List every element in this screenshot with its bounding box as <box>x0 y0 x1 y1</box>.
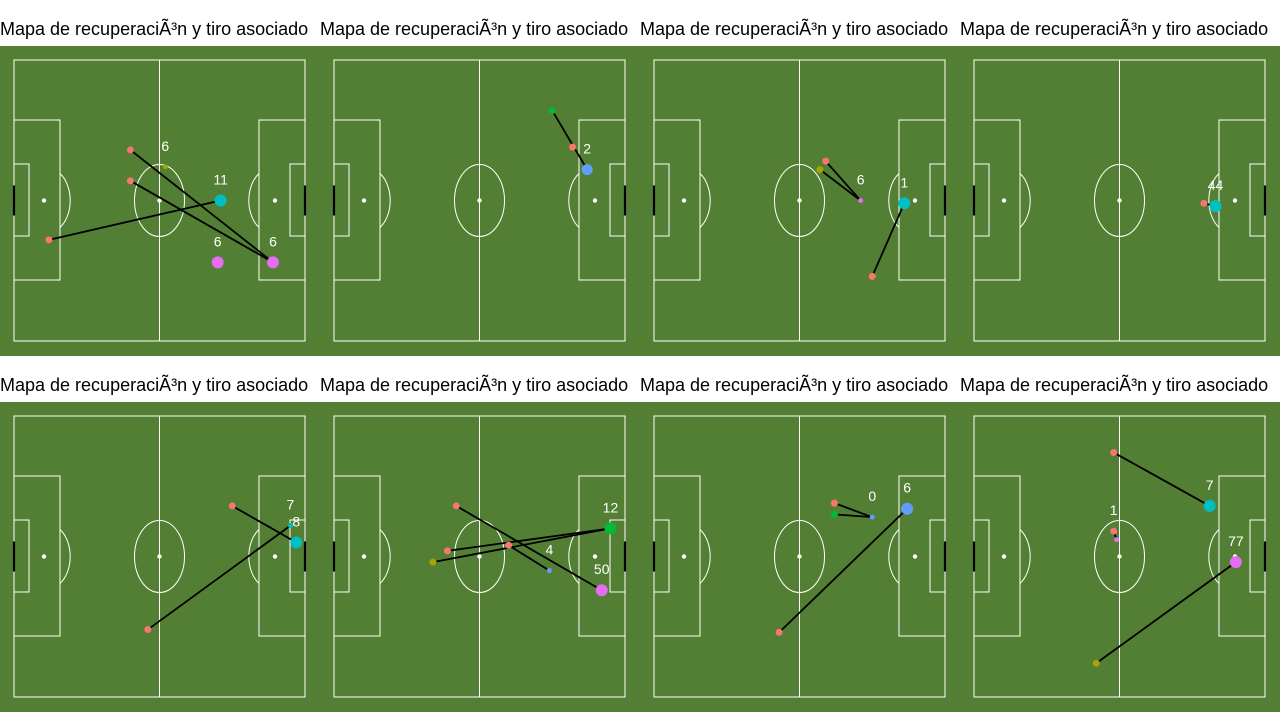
pitch-markings <box>652 59 947 342</box>
data-point <box>452 502 460 510</box>
chart-title: Mapa de recuperaciÃ³n y tiro asociado <box>320 19 629 39</box>
point-label: 6 <box>857 172 865 188</box>
pitch-chart: 87 <box>0 402 320 712</box>
recovery-to-shot-line <box>48 199 221 241</box>
recovery-to-shot-line <box>1095 561 1237 665</box>
data-point <box>858 198 864 203</box>
recovery-to-shot-line <box>447 527 611 552</box>
point-label: 6 <box>269 233 277 249</box>
data-point <box>505 541 513 549</box>
point-label: 77 <box>1228 533 1244 549</box>
pitch-markings <box>332 59 627 342</box>
data-point <box>214 194 227 207</box>
pitch-markings <box>972 59 1267 342</box>
data-point <box>429 558 437 566</box>
data-point <box>211 256 224 269</box>
point-label: 6 <box>214 233 222 249</box>
data-point <box>443 547 451 555</box>
point-label: 7 <box>1206 477 1214 493</box>
data-point <box>548 107 556 115</box>
data-point <box>1110 449 1118 457</box>
data-point <box>1092 659 1100 667</box>
data-point <box>1114 537 1120 543</box>
data-point <box>266 256 279 269</box>
point-label: 50 <box>594 561 610 577</box>
chart-title: Mapa de recuperaciÃ³n y tiro asociado <box>0 375 309 395</box>
data-point <box>595 584 608 597</box>
data-point <box>604 522 617 535</box>
point-label: 2 <box>583 141 591 157</box>
data-point <box>162 164 168 170</box>
recovery-to-shot-line <box>834 513 873 519</box>
recovery-to-shot-line <box>834 502 873 519</box>
point-label: 7 <box>287 497 295 513</box>
data-point <box>898 197 911 210</box>
data-point <box>775 628 783 636</box>
pitch-chart: 11 6 6 6 <box>0 46 320 356</box>
data-point <box>1110 527 1118 535</box>
data-point <box>126 146 134 154</box>
pitch-chart: 12 50 4 <box>320 402 640 712</box>
recovery-to-shot-line <box>508 544 550 572</box>
point-label: 1 <box>1110 502 1118 518</box>
pitch-chart: 44 <box>960 46 1280 356</box>
data-point <box>126 177 134 185</box>
data-point <box>816 166 824 174</box>
point-label: 44 <box>1208 177 1224 193</box>
point-label: 11 <box>213 172 228 188</box>
pitch-markings <box>332 415 627 698</box>
data-point <box>830 510 838 518</box>
chart-title: Mapa de recuperaciÃ³n y tiro asociado <box>0 19 309 39</box>
pitch-markings <box>972 415 1267 698</box>
data-point <box>869 514 875 520</box>
recovery-to-shot-line <box>432 527 611 564</box>
recovery-to-shot-line <box>871 202 906 277</box>
data-point <box>830 499 838 507</box>
data-point <box>1200 199 1208 207</box>
recovery-to-shot-line <box>551 110 588 171</box>
data-point <box>45 236 53 244</box>
chart-title: Mapa de recuperaciÃ³n y tiro asociado <box>320 375 629 395</box>
recovery-to-shot-line <box>778 508 908 634</box>
data-point <box>1229 556 1242 569</box>
point-label: 12 <box>603 499 619 515</box>
data-point <box>228 502 236 510</box>
data-point <box>144 626 152 634</box>
data-point <box>868 272 876 280</box>
data-point <box>290 536 303 549</box>
data-point <box>1203 499 1216 512</box>
data-point <box>546 568 552 574</box>
data-point <box>581 164 593 176</box>
recovery-to-shot-line <box>819 168 862 202</box>
point-label: 6 <box>903 480 911 496</box>
recovery-to-shot-line <box>1113 451 1211 507</box>
point-label: 0 <box>868 488 876 504</box>
pitch-chart: 06 <box>640 402 960 712</box>
point-label: 8 <box>292 513 300 529</box>
recovery-to-shot-line <box>825 160 862 202</box>
pitch-chart: 2 <box>320 46 640 356</box>
data-point <box>569 143 577 151</box>
pitch-markings <box>12 415 307 698</box>
data-point <box>822 157 830 165</box>
recovery-to-shot-line <box>455 505 603 591</box>
pitch-markings <box>652 415 947 698</box>
point-label: 4 <box>545 542 553 558</box>
data-point <box>1209 200 1222 213</box>
data-point <box>287 523 293 529</box>
data-point <box>901 502 914 515</box>
chart-title: Mapa de recuperaciÃ³n y tiro asociado <box>960 375 1269 395</box>
recovery-to-shot-line <box>231 505 297 544</box>
pitch-markings <box>12 59 307 342</box>
recovery-to-shot-line <box>129 180 274 264</box>
chart-title: Mapa de recuperaciÃ³n y tiro asociado <box>640 19 949 39</box>
point-label: 1 <box>900 174 908 190</box>
chart-title: Mapa de recuperaciÃ³n y tiro asociado <box>960 19 1269 39</box>
recovery-to-shot-line <box>147 524 291 631</box>
point-label: 6 <box>161 138 169 154</box>
recovery-to-shot-line <box>129 149 274 264</box>
chart-title: Mapa de recuperaciÃ³n y tiro asociado <box>640 375 949 395</box>
